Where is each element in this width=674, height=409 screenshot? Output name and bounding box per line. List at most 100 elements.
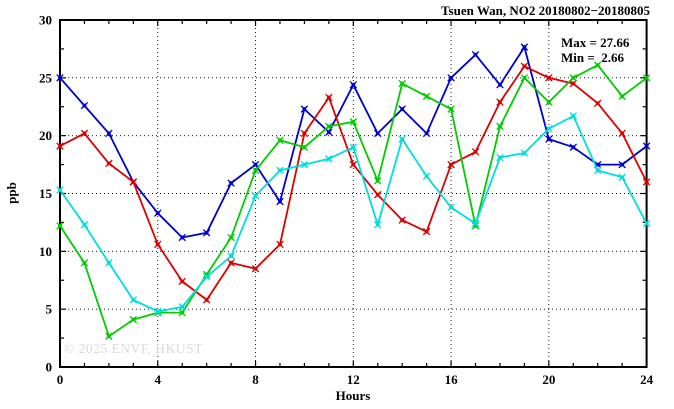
x-tick-label: 20	[542, 372, 555, 387]
series-green-marker-center	[400, 81, 405, 86]
series-blue-marker-center	[522, 45, 527, 49]
series-red-marker-center	[253, 266, 258, 271]
y-tick-label: 15	[39, 186, 53, 201]
series-green-marker-center	[351, 119, 356, 124]
series-green-marker-center	[546, 100, 551, 105]
series-green-marker-center	[644, 75, 649, 80]
series-green-marker-center	[229, 235, 233, 240]
series-cyan-line	[59, 115, 648, 313]
series-red-marker-center	[449, 162, 453, 167]
series-blue-marker-center	[278, 199, 282, 204]
series-blue-marker-center	[253, 162, 258, 167]
series-blue-marker-center	[351, 82, 356, 87]
series-red-marker-center	[229, 261, 233, 265]
x-tick-label: 0	[57, 372, 64, 387]
series-green-marker-center	[620, 94, 625, 99]
series-red-marker-center	[278, 242, 282, 247]
series-blue-marker-center	[546, 137, 551, 142]
series-green-marker-center	[278, 138, 282, 143]
series-cyan-marker-center	[595, 168, 600, 173]
series-green-marker-center	[326, 124, 331, 129]
series-green-marker-center	[424, 94, 429, 99]
series-red-marker-center	[82, 131, 87, 136]
series-cyan-marker-center	[326, 156, 331, 161]
x-tick-label: 4	[155, 372, 162, 387]
y-tick-label: 5	[46, 302, 53, 317]
series-blue-marker-center	[449, 75, 453, 80]
series-cyan-marker-center	[522, 151, 527, 155]
series-red-marker-center	[131, 180, 136, 184]
series-red-marker-center	[180, 279, 185, 284]
series-green-marker-center	[449, 107, 453, 111]
series-blue-marker-center	[229, 181, 233, 185]
watermark: © 2025 ENVF, HKUST	[64, 341, 203, 356]
x-tick-label: 8	[252, 372, 259, 387]
series-blue-marker-center	[571, 145, 576, 150]
series-blue-marker-center	[595, 162, 600, 167]
series-red-marker-center	[571, 81, 576, 86]
series-cyan-marker-center	[473, 221, 478, 226]
series-cyan-marker-center	[58, 188, 62, 192]
series-red-marker-center	[473, 149, 478, 154]
series-red-marker-center	[546, 75, 551, 80]
series-cyan-marker-center	[498, 155, 502, 160]
series-cyan-marker-center	[400, 137, 405, 142]
series-green-marker-center	[498, 124, 502, 129]
series-red-marker-center	[204, 298, 209, 302]
series-red-marker-center	[326, 95, 331, 100]
series-cyan-marker-center	[204, 274, 209, 279]
series-cyan-marker-center	[229, 254, 233, 258]
series-green-marker-center	[106, 334, 111, 339]
x-tick-label: 16	[445, 372, 459, 387]
series-red-marker-center	[400, 218, 405, 223]
series-blue-marker-center	[644, 144, 649, 148]
series-cyan-marker-center	[253, 193, 258, 198]
series-green-marker-center	[131, 317, 136, 322]
series-cyan-marker-center	[424, 174, 429, 179]
series-blue-marker-center	[326, 130, 331, 135]
series-red-marker-center	[522, 64, 527, 69]
series-red-marker-center	[595, 101, 600, 106]
series-red-marker-center	[302, 131, 307, 136]
series-cyan-marker-center	[302, 162, 307, 167]
series-blue-marker-center	[375, 131, 380, 136]
series-red-marker-center	[498, 100, 502, 105]
y-tick-label: 0	[46, 360, 53, 375]
series-blue-marker-center	[180, 235, 185, 240]
y-tick-label: 20	[39, 128, 52, 143]
series-blue-marker-center	[58, 75, 62, 80]
series-cyan-marker-center	[620, 175, 625, 180]
series-red-marker-center	[58, 144, 62, 148]
series-cyan-marker-center	[278, 168, 282, 173]
series-green-marker-center	[375, 178, 380, 183]
series-green-marker-center	[253, 168, 258, 173]
series-blue-marker-center	[302, 107, 307, 111]
y-axis-label: ppb	[4, 182, 19, 204]
series-blue-marker-center	[498, 82, 502, 87]
series-cyan-marker-center	[351, 145, 356, 150]
series-cyan-marker-center	[82, 222, 87, 227]
series-cyan-marker-center	[375, 222, 380, 227]
series-blue-marker-center	[155, 211, 160, 216]
max-min-annotation: Max = 27.66 Min = 2.66	[561, 35, 629, 65]
series-red-marker-center	[106, 161, 111, 166]
series-green-marker-center	[58, 223, 62, 228]
series-cyan-marker-center	[546, 126, 551, 131]
series-blue-marker-center	[620, 162, 625, 167]
series-cyan-marker-center	[571, 114, 576, 118]
series-green-marker-center	[473, 223, 478, 228]
series-green-marker-center	[595, 63, 600, 68]
series-cyan-marker-center	[131, 298, 136, 302]
y-tick-label: 10	[39, 244, 52, 259]
series-cyan-marker-center	[180, 304, 185, 309]
series-blue-marker-center	[400, 107, 405, 111]
chart-title: Tsuen Wan, NO2 20180802−20180805	[441, 3, 650, 18]
series-blue-marker-center	[204, 230, 209, 235]
series-green-marker-center	[180, 310, 185, 315]
series-blue-marker-center	[106, 131, 111, 136]
x-axis-label: Hours	[335, 388, 371, 403]
series-red-marker-center	[351, 162, 356, 167]
min-value-label: Min = 2.66	[561, 50, 625, 65]
y-tick-label: 30	[39, 13, 52, 28]
series-red-marker-center	[424, 229, 429, 234]
